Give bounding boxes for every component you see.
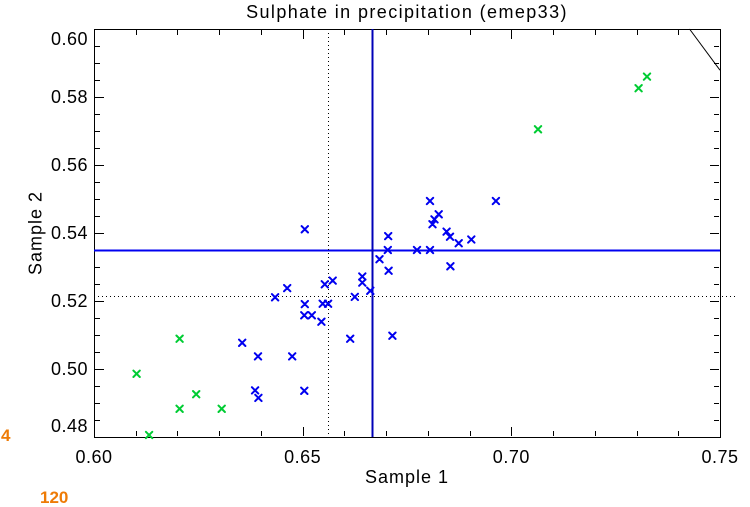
x-tick-label: 0.60 (75, 447, 113, 467)
x-axis-title: Sample 1 (364, 467, 450, 487)
minor-ticks (95, 30, 719, 436)
y-tick-label: 0.50 (50, 359, 88, 379)
x-tick-label: 0.70 (492, 447, 530, 467)
axes-box (94, 29, 721, 438)
y-tick-label: 0.58 (50, 87, 88, 107)
annotation-left-number: 4 (1, 426, 11, 445)
y-tick-label: 0.60 (50, 29, 88, 49)
chart-title: Sulphate in precipitation (emep33) (246, 2, 568, 22)
y-tick-label: 0.48 (50, 416, 88, 436)
blue-crosses-markers (238, 196, 501, 403)
y-tick-label: 0.56 (50, 155, 88, 175)
corner-diagonal-line (689, 28, 721, 71)
y-tick-label: 0.54 (50, 223, 88, 243)
x-tick-label: 0.65 (284, 447, 322, 467)
y-tick-label: 0.52 (50, 291, 88, 311)
major-ticks (94, 29, 721, 438)
x-tick-label: 0.75 (701, 447, 739, 467)
green-crosses-markers (132, 72, 652, 440)
